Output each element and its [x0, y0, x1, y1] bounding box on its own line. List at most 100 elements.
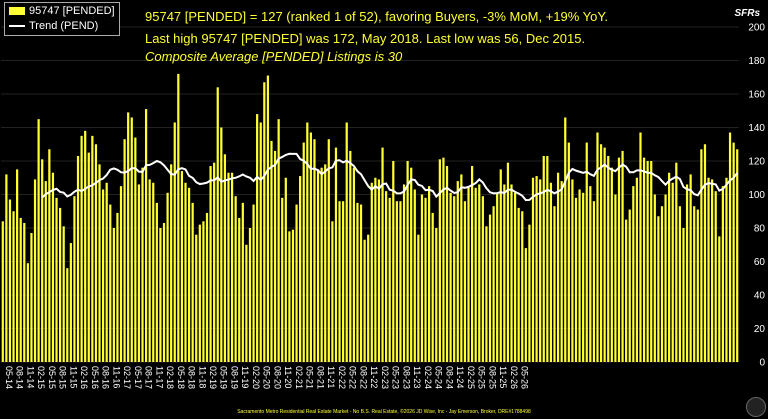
bar — [431, 212, 434, 362]
y-tick-label: 140 — [748, 123, 765, 134]
bar — [449, 192, 452, 362]
bar — [678, 206, 681, 362]
bar — [266, 75, 270, 362]
bar — [273, 150, 277, 362]
x-tick-label: 11-16 — [111, 366, 121, 388]
bar — [87, 152, 90, 363]
bar — [718, 236, 721, 363]
bar — [564, 117, 567, 362]
bar — [105, 182, 108, 362]
bar — [574, 197, 578, 362]
bar — [721, 186, 724, 363]
bar — [410, 167, 413, 362]
bar — [177, 73, 180, 363]
bar — [689, 174, 692, 362]
bar — [664, 194, 667, 362]
bar — [671, 182, 674, 362]
bar — [51, 172, 55, 362]
bar — [263, 82, 266, 362]
bar — [205, 212, 209, 362]
bar — [625, 219, 628, 363]
y-tick-label: 160 — [748, 90, 765, 101]
bar — [488, 214, 492, 362]
bar — [402, 184, 406, 362]
x-tick-label: 08-21 — [315, 366, 325, 389]
bar — [478, 184, 481, 362]
bar — [213, 162, 216, 362]
y-tick-label: 40 — [754, 291, 766, 302]
x-tick-label: 08-25 — [487, 366, 497, 389]
bar — [159, 228, 162, 362]
bar — [270, 140, 273, 362]
bar — [582, 192, 585, 362]
bar — [506, 162, 510, 362]
bar — [299, 176, 302, 362]
x-tick-label: 02-20 — [251, 366, 261, 389]
bar — [216, 87, 219, 363]
bar — [288, 231, 291, 362]
bar — [173, 122, 176, 362]
bar — [230, 172, 234, 362]
bar — [682, 228, 685, 362]
legend-swatch-pended — [9, 7, 25, 16]
brand-logo — [746, 397, 766, 417]
bar — [668, 172, 671, 362]
bar — [535, 176, 538, 362]
bar — [438, 159, 441, 362]
bar — [660, 206, 664, 362]
bar — [195, 234, 198, 362]
bar — [496, 192, 499, 362]
legend-item-trend: Trend (PEND) — [9, 20, 98, 32]
bar — [510, 184, 513, 362]
bar — [696, 209, 699, 362]
bar — [309, 132, 312, 362]
bar — [553, 206, 556, 362]
bar — [413, 189, 416, 362]
bar — [98, 164, 101, 362]
bar — [367, 234, 370, 362]
bar — [320, 167, 323, 362]
bar — [556, 172, 560, 362]
bar — [635, 177, 639, 362]
x-tick-label: 05-18 — [176, 366, 186, 389]
bar — [180, 171, 184, 362]
bar — [467, 186, 470, 363]
bar — [324, 164, 327, 362]
bar — [5, 174, 8, 362]
bar — [23, 222, 26, 362]
x-tick-label: 11-22 — [369, 366, 379, 388]
bar — [442, 157, 445, 362]
bar — [359, 204, 363, 362]
bar — [198, 224, 201, 362]
bar — [560, 181, 563, 362]
bar — [693, 206, 696, 362]
chart-bars — [1, 73, 739, 363]
bar — [546, 155, 549, 362]
x-tick-label: 05-24 — [434, 366, 444, 389]
bar — [209, 166, 212, 362]
bar — [252, 204, 255, 362]
x-tick-label: 05-15 — [47, 366, 57, 389]
bar — [30, 233, 33, 362]
bar — [700, 149, 703, 362]
bar — [256, 114, 259, 362]
bar — [646, 161, 649, 362]
y-tick-label: 120 — [748, 157, 765, 168]
x-tick-label: 11-23 — [412, 366, 422, 388]
bar — [463, 201, 467, 362]
x-tick-label: 08-20 — [272, 366, 282, 389]
y-tick-label: 80 — [754, 224, 766, 235]
bar — [596, 132, 599, 362]
bar — [80, 135, 83, 362]
bar — [8, 199, 12, 362]
x-tick-label: 02-15 — [36, 366, 46, 389]
header-high-low-line: Last high 95747 [PENDED] was 172, May 20… — [145, 31, 586, 46]
bar — [76, 155, 80, 362]
bar — [388, 197, 391, 362]
x-tick-label: 11-18 — [197, 366, 207, 388]
bar — [381, 147, 384, 362]
y-tick-label: 0 — [759, 358, 765, 369]
bar — [127, 112, 130, 363]
x-tick-label: 02-24 — [423, 366, 433, 389]
bar — [345, 122, 348, 362]
